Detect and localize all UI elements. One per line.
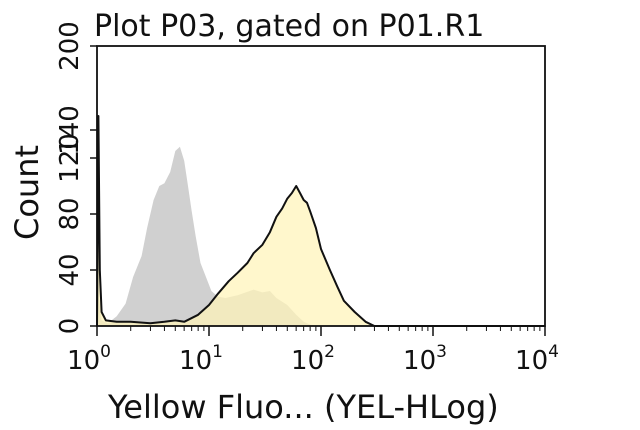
x-tick-label: 100: [67, 342, 111, 376]
y-tick-label: 40: [55, 253, 85, 286]
series-2-line: [96, 115, 545, 327]
x-axis-label: Yellow Fluo... (YEL-HLog): [107, 388, 499, 426]
y-axis-label: Count: [8, 145, 46, 240]
x-tick-label: 102: [291, 342, 335, 376]
x-tick-label: 104: [515, 342, 559, 376]
series-2-area: [97, 116, 545, 326]
y-tick-label: 120: [55, 133, 85, 183]
y-tick-label: 140: [55, 105, 85, 155]
x-tick-label: 103: [403, 342, 447, 376]
y-tick-label: 0: [55, 318, 85, 335]
x-tick-label: 101: [179, 342, 223, 376]
series-layer: [96, 115, 545, 327]
y-tick-label: 200: [55, 21, 85, 71]
y-tick-label: 80: [55, 197, 85, 230]
chart-title: Plot P03, gated on P01.R1: [94, 9, 484, 44]
series-1-area: [97, 146, 316, 326]
